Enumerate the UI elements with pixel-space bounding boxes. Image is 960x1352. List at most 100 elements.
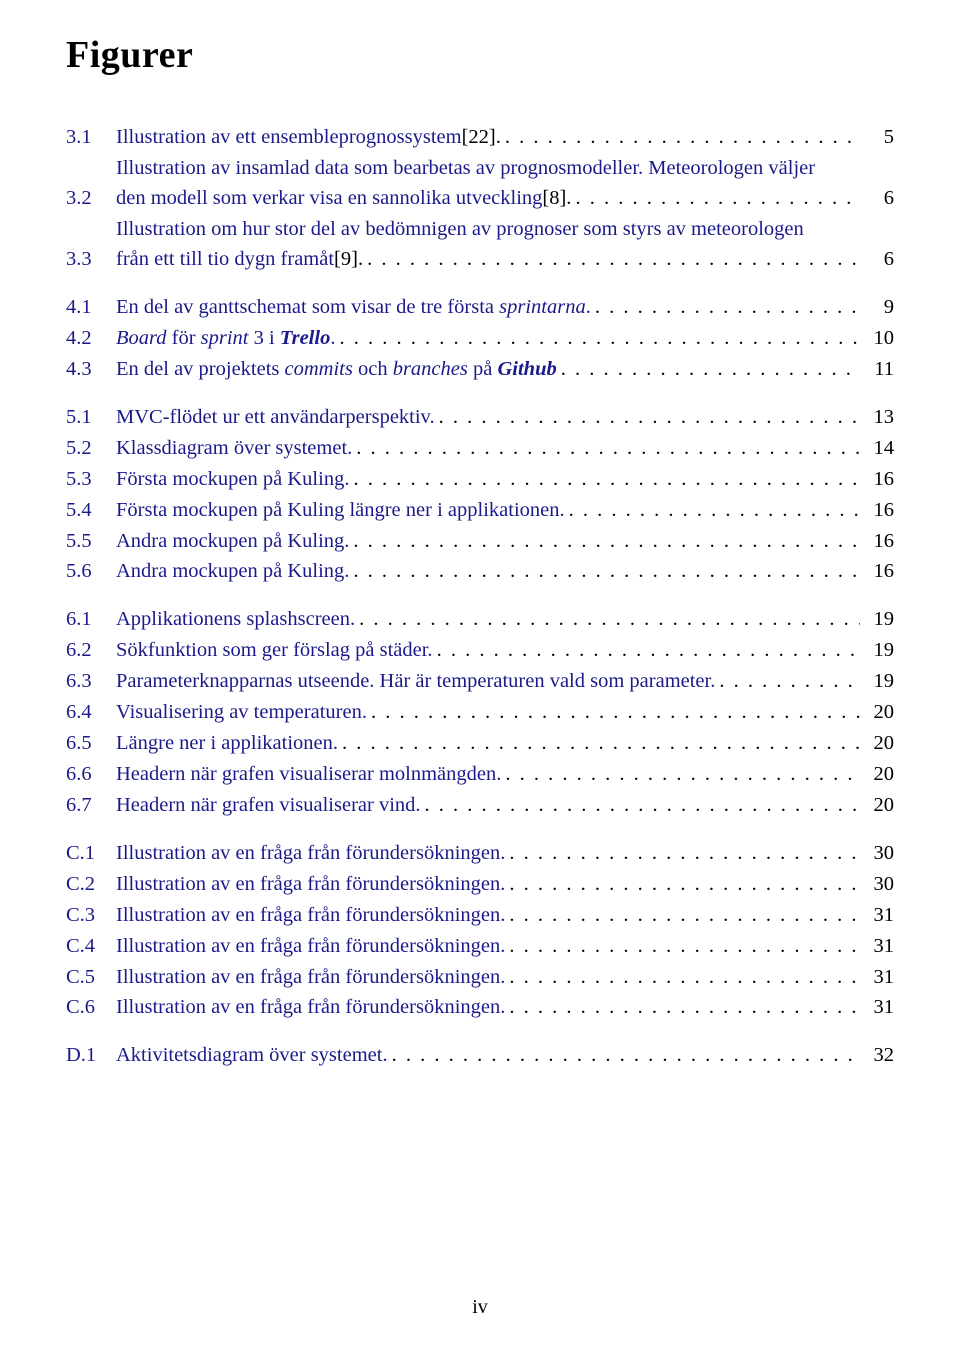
figure-page-number: 6 (860, 184, 894, 214)
figure-caption-lastline: Sökfunktion som ger förslag på städer.19 (116, 636, 894, 666)
figure-entry[interactable]: 4.3En del av projektets commits och bran… (66, 355, 894, 385)
figure-group: 3.1Illustration av ett ensembleprognossy… (66, 123, 894, 275)
figure-number: 4.2 (66, 324, 116, 354)
figure-caption: Andra mockupen på Kuling. (116, 527, 349, 557)
dot-leader (505, 870, 860, 900)
figure-caption-column: Illustration av en fråga från förundersö… (116, 839, 894, 869)
figure-entry[interactable]: 5.1MVC-flödet ur ett användarperspektiv.… (66, 403, 894, 433)
figure-number: 4.3 (66, 355, 116, 385)
figure-caption: En del av ganttschemat som visar de tre … (116, 293, 591, 323)
figure-number: 6.3 (66, 667, 116, 697)
figure-page-number: 32 (860, 1041, 894, 1071)
figure-caption-column: En del av ganttschemat som visar de tre … (116, 293, 894, 323)
dot-leader (433, 636, 860, 666)
figure-page-number: 16 (860, 465, 894, 495)
figure-caption-column: Illustration av en fråga från förundersö… (116, 993, 894, 1023)
figure-group: C.1Illustration av en fråga från förunde… (66, 839, 894, 1024)
figure-caption-lastline: Headern när grafen visualiserar molnmäng… (116, 760, 894, 790)
figure-caption-column: Aktivitetsdiagram över systemet.32 (116, 1041, 894, 1071)
figure-number: 5.5 (66, 527, 116, 557)
figure-entry[interactable]: 6.4Visualisering av temperaturen.20 (66, 698, 894, 728)
figure-caption: Illustration av en fråga från förundersö… (116, 839, 505, 869)
figure-page-number: 20 (860, 729, 894, 759)
figure-caption-column: Parameterknapparnas utseende. Här är tem… (116, 667, 894, 697)
figure-entry[interactable]: 5.4Första mockupen på Kuling längre ner … (66, 496, 894, 526)
figure-entry[interactable]: 6.6Headern när grafen visualiserar molnm… (66, 760, 894, 790)
figure-number: 3.3 (66, 245, 116, 275)
figure-page-number: 31 (860, 963, 894, 993)
figure-caption: Headern när grafen visualiserar molnmäng… (116, 760, 501, 790)
figure-number: C.1 (66, 839, 116, 869)
figure-caption-lastline: MVC-flödet ur ett användarperspektiv.13 (116, 403, 894, 433)
figure-entry[interactable]: 6.2Sökfunktion som ger förslag på städer… (66, 636, 894, 666)
figure-caption-line: Illustration av insamlad data som bearbe… (116, 154, 894, 184)
figure-number: 3.2 (66, 184, 116, 214)
figure-page-number: 19 (860, 636, 894, 666)
figure-caption-lastline: Board för sprint 3 i Trello. 10 (116, 324, 894, 354)
figure-number: C.2 (66, 870, 116, 900)
figure-caption-lastline: Applikationens splashscreen.19 (116, 605, 894, 635)
figure-caption-lastline: från ett till tio dygn framåt[9].6 (116, 245, 894, 275)
figure-number: C.4 (66, 932, 116, 962)
figure-caption-column: Illustration av insamlad data som bearbe… (116, 154, 894, 214)
figure-entry[interactable]: C.1Illustration av en fråga från förunde… (66, 839, 894, 869)
dot-leader (505, 963, 860, 993)
figure-entry[interactable]: 6.7Headern när grafen visualiserar vind.… (66, 791, 894, 821)
figure-group: 5.1MVC-flödet ur ett användarperspektiv.… (66, 403, 894, 588)
dot-leader (571, 184, 860, 214)
figure-number: 5.1 (66, 403, 116, 433)
dot-leader (355, 605, 860, 635)
figure-entry[interactable]: 3.3Illustration om hur stor del av bedöm… (66, 215, 894, 275)
figure-caption-lastline: Illustration av en fråga från förundersö… (116, 901, 894, 931)
figure-entry[interactable]: 5.5Andra mockupen på Kuling. 16 (66, 527, 894, 557)
figure-page-number: 16 (860, 527, 894, 557)
figure-entry[interactable]: 3.2Illustration av insamlad data som bea… (66, 154, 894, 214)
dot-leader (421, 791, 860, 821)
figure-page-number: 5 (860, 123, 894, 153)
figure-caption-column: Sökfunktion som ger förslag på städer.19 (116, 636, 894, 666)
figure-caption: Längre ner i applikationen. (116, 729, 338, 759)
figure-page-number: 30 (860, 870, 894, 900)
figure-page-number: 20 (860, 791, 894, 821)
figure-number: 5.3 (66, 465, 116, 495)
dot-leader (388, 1041, 860, 1071)
dot-leader (349, 527, 860, 557)
figure-number: 4.1 (66, 293, 116, 323)
figure-entry[interactable]: 3.1Illustration av ett ensembleprognossy… (66, 123, 894, 153)
figure-number: C.5 (66, 963, 116, 993)
dot-leader (349, 465, 860, 495)
figure-number: 3.1 (66, 123, 116, 153)
figure-caption: Board för sprint 3 i Trello. (116, 324, 335, 354)
figure-caption: Illustration av en fråga från förundersö… (116, 901, 505, 931)
figure-entry[interactable]: D.1Aktivitetsdiagram över systemet.32 (66, 1041, 894, 1071)
figure-entry[interactable]: 5.3Första mockupen på Kuling. 16 (66, 465, 894, 495)
dot-leader (505, 839, 860, 869)
figure-caption-column: Illustration av en fråga från förundersö… (116, 963, 894, 993)
figure-entry[interactable]: 5.6Andra mockupen på Kuling.16 (66, 557, 894, 587)
figure-caption-column: Illustration av en fråga från förundersö… (116, 901, 894, 931)
figure-entry[interactable]: C.4Illustration av en fråga från förunde… (66, 932, 894, 962)
figure-caption-lastline: Parameterknapparnas utseende. Här är tem… (116, 667, 894, 697)
figure-page-number: 10 (860, 324, 894, 354)
figure-caption-column: Illustration av en fråga från förundersö… (116, 932, 894, 962)
figure-entry[interactable]: C.3Illustration av en fråga från förunde… (66, 901, 894, 931)
figure-page-number: 16 (860, 557, 894, 587)
figure-entry[interactable]: C.6Illustration av en fråga från förunde… (66, 993, 894, 1023)
figure-page-number: 30 (860, 839, 894, 869)
figure-caption: Illustration av en fråga från förundersö… (116, 932, 505, 962)
figure-entry[interactable]: 6.5Längre ner i applikationen. 20 (66, 729, 894, 759)
figure-entry[interactable]: 4.1En del av ganttschemat som visar de t… (66, 293, 894, 323)
figure-caption-lastline: Klassdiagram över systemet.14 (116, 434, 894, 464)
figure-number: 6.5 (66, 729, 116, 759)
figure-entry[interactable]: 4.2Board för sprint 3 i Trello. 10 (66, 324, 894, 354)
figure-entry[interactable]: C.2Illustration av en fråga från förunde… (66, 870, 894, 900)
figure-entry[interactable]: 5.2Klassdiagram över systemet.14 (66, 434, 894, 464)
page-title: Figurer (66, 28, 894, 83)
figure-entry[interactable]: 6.1Applikationens splashscreen.19 (66, 605, 894, 635)
figure-entry[interactable]: C.5Illustration av en fråga från förunde… (66, 963, 894, 993)
figure-number: 5.6 (66, 557, 116, 587)
figure-caption: Första mockupen på Kuling. (116, 465, 349, 495)
figure-number: 6.6 (66, 760, 116, 790)
figure-entry[interactable]: 6.3Parameterknapparnas utseende. Här är … (66, 667, 894, 697)
figure-caption: Headern när grafen visualiserar vind. (116, 791, 421, 821)
